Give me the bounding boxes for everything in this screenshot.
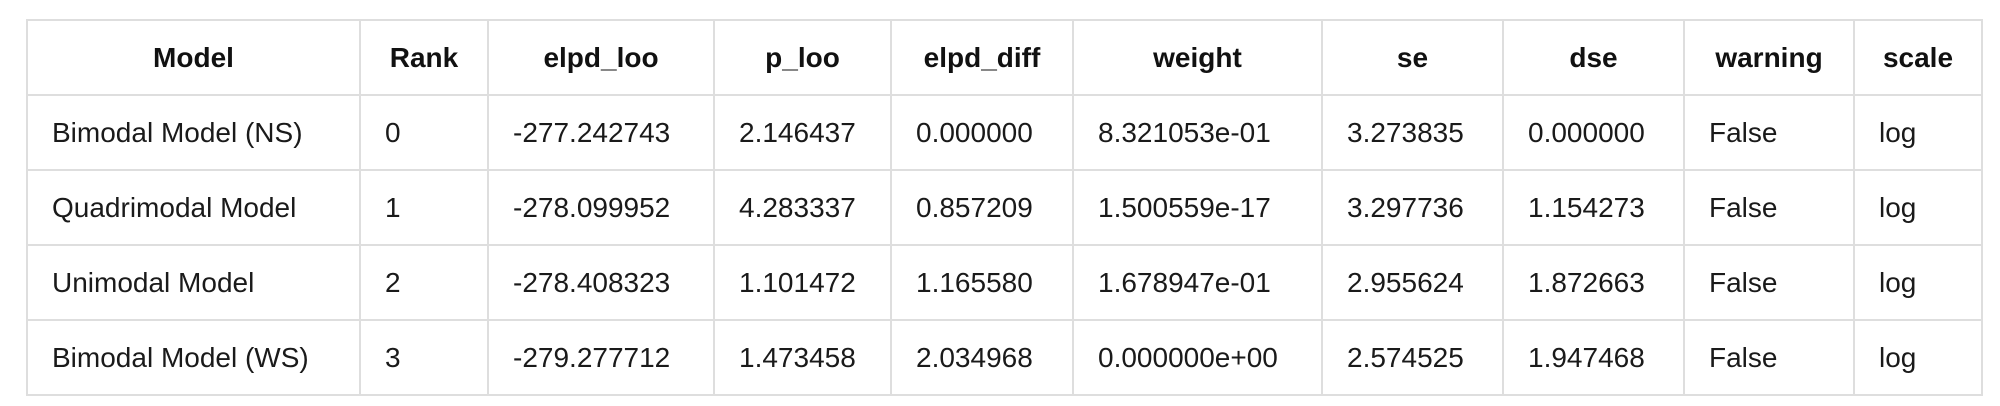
table-cell: 4.283337 [713,169,892,246]
table-cell: 3 [359,319,489,396]
table-cell: -278.099952 [487,169,715,246]
comparison-table-container: Model Rank elpd_loo p_loo elpd_diff weig… [26,19,1983,396]
table-cell: 1.165580 [890,244,1074,321]
table-cell: 2.146437 [713,94,892,171]
table-cell: 3.273835 [1321,94,1504,171]
table-row: Unimodal Model 2 -278.408323 1.101472 1.… [26,244,1983,321]
column-header: warning [1683,19,1855,96]
table-cell: Quadrimodal Model [26,169,361,246]
model-comparison-table: Model Rank elpd_loo p_loo elpd_diff weig… [26,19,1983,396]
table-cell: 2.034968 [890,319,1074,396]
table-cell: log [1853,244,1983,321]
table-cell: 0.857209 [890,169,1074,246]
table-cell: log [1853,319,1983,396]
table-row: Quadrimodal Model 1 -278.099952 4.283337… [26,169,1983,246]
table-cell: Unimodal Model [26,244,361,321]
table-cell: 0.000000 [890,94,1074,171]
table-row: Bimodal Model (WS) 3 -279.277712 1.47345… [26,319,1983,396]
table-cell: 8.321053e-01 [1072,94,1323,171]
table-cell: 1 [359,169,489,246]
table-header-row: Model Rank elpd_loo p_loo elpd_diff weig… [26,19,1983,96]
table-row: Bimodal Model (NS) 0 -277.242743 2.14643… [26,94,1983,171]
table-cell: 1.101472 [713,244,892,321]
column-header: se [1321,19,1504,96]
table-cell: 3.297736 [1321,169,1504,246]
table-cell: log [1853,94,1983,171]
table-cell: 1.678947e-01 [1072,244,1323,321]
column-header: elpd_diff [890,19,1074,96]
column-header: Model [26,19,361,96]
table-cell: False [1683,244,1855,321]
table-cell: -278.408323 [487,244,715,321]
column-header: scale [1853,19,1983,96]
table-cell: False [1683,169,1855,246]
table-cell: -277.242743 [487,94,715,171]
column-header: Rank [359,19,489,96]
table-cell: 2 [359,244,489,321]
table-cell: Bimodal Model (WS) [26,319,361,396]
table-cell: Bimodal Model (NS) [26,94,361,171]
table-cell: 2.574525 [1321,319,1504,396]
table-cell: False [1683,94,1855,171]
column-header: weight [1072,19,1323,96]
table-cell: 1.947468 [1502,319,1685,396]
table-cell: 1.473458 [713,319,892,396]
table-cell: 1.154273 [1502,169,1685,246]
table-cell: log [1853,169,1983,246]
table-cell: 2.955624 [1321,244,1504,321]
table-cell: 0.000000e+00 [1072,319,1323,396]
table-cell: -279.277712 [487,319,715,396]
table-cell: 1.872663 [1502,244,1685,321]
column-header: dse [1502,19,1685,96]
column-header: elpd_loo [487,19,715,96]
column-header: p_loo [713,19,892,96]
table-cell: 0.000000 [1502,94,1685,171]
table-cell: 0 [359,94,489,171]
table-cell: 1.500559e-17 [1072,169,1323,246]
table-cell: False [1683,319,1855,396]
